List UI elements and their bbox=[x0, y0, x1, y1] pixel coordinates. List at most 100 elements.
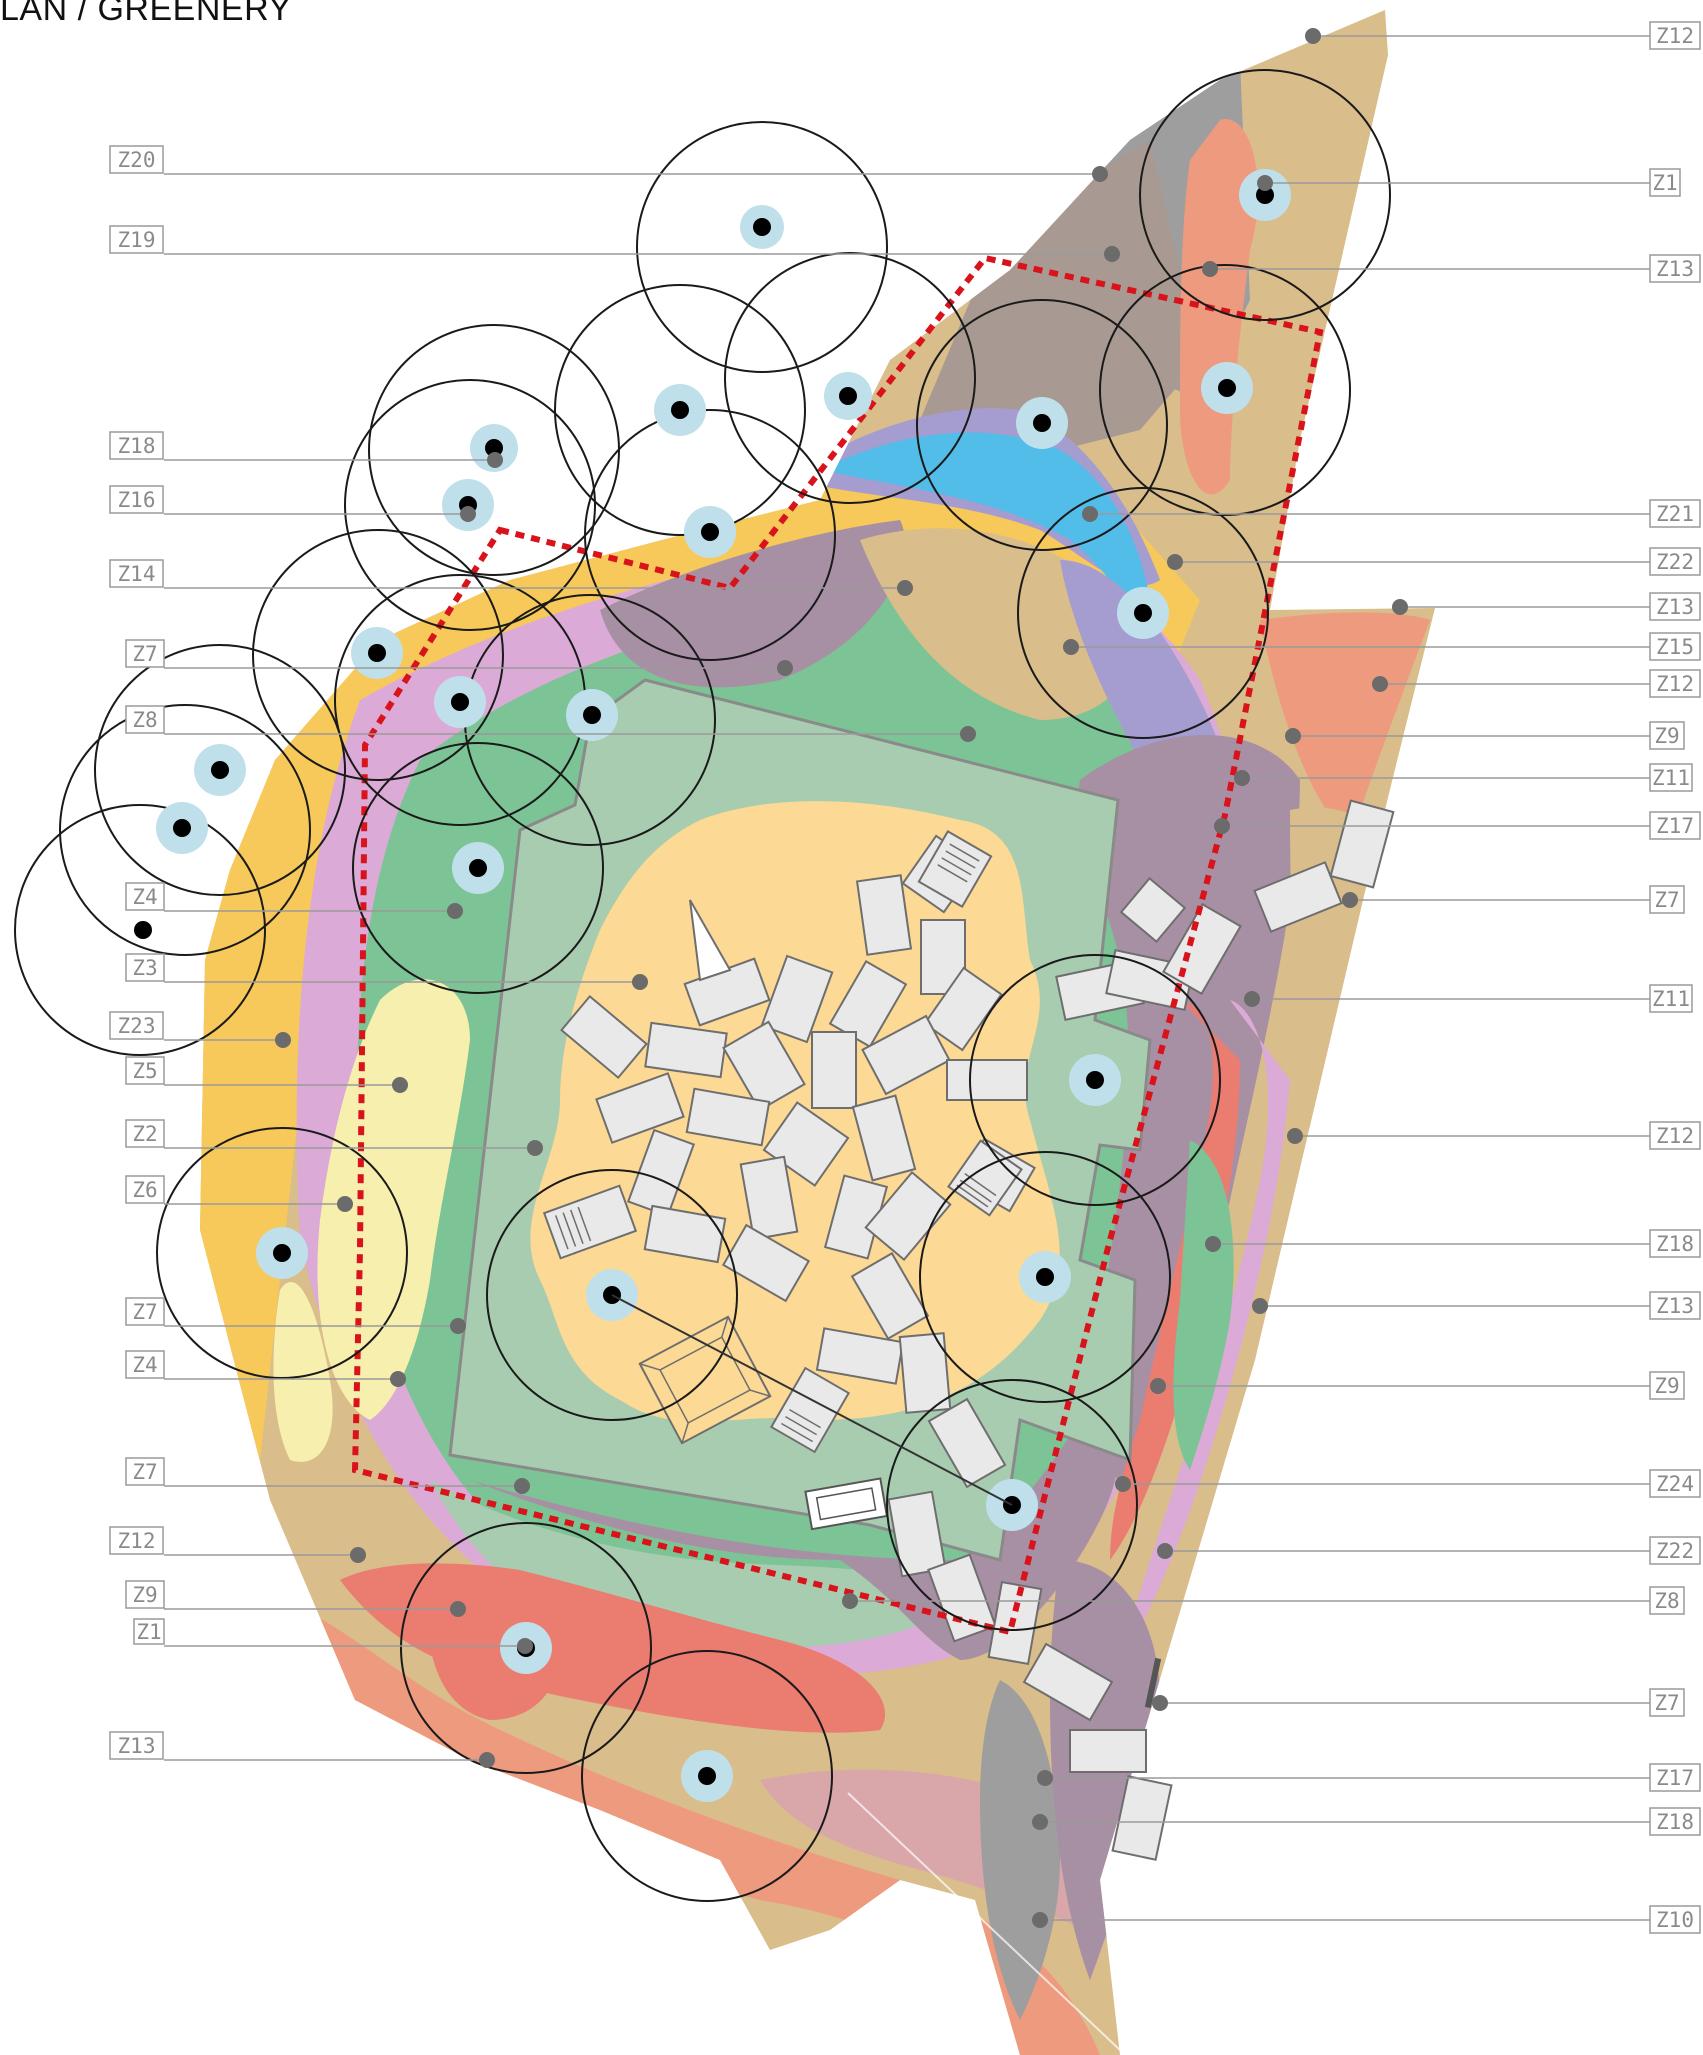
zone-tag-label: Z16 bbox=[118, 488, 156, 512]
zone-tag-label: Z12 bbox=[118, 1529, 156, 1553]
zone-tag: Z21 bbox=[1649, 499, 1701, 528]
zone-pale-yellow bbox=[317, 979, 470, 1420]
zone-tag-label: Z2 bbox=[132, 1122, 157, 1146]
zone-anchor-dot bbox=[1032, 1814, 1048, 1830]
zone-anchor-dot bbox=[1285, 728, 1301, 744]
paving-slab bbox=[1022, 1642, 1114, 1722]
zone-tag-label: Z10 bbox=[1656, 1908, 1694, 1932]
zone-anchor-dot bbox=[1257, 175, 1273, 191]
paving-slab bbox=[722, 1020, 806, 1112]
zone-tag-label: Z3 bbox=[132, 956, 157, 980]
zone-tag: Z17 bbox=[1649, 1763, 1701, 1792]
paving-slab bbox=[927, 1553, 997, 1643]
small-bench bbox=[1144, 1657, 1162, 1709]
zone-salmon-north bbox=[1180, 119, 1259, 495]
tree-canopy-circle bbox=[94, 644, 346, 896]
tree-canopy-circle bbox=[1139, 69, 1391, 321]
zone-tag-label: Z13 bbox=[1656, 1294, 1694, 1318]
zone-tag-label: Z4 bbox=[132, 885, 157, 909]
paving-slab bbox=[927, 1397, 1007, 1489]
paving-slab bbox=[739, 1155, 799, 1241]
zone-anchor-dot bbox=[447, 903, 463, 919]
zone-tag-label: Z9 bbox=[132, 1583, 157, 1607]
paving-slab bbox=[1069, 1729, 1147, 1773]
zone-tag: Z17 bbox=[1649, 811, 1701, 840]
zone-tag-label: Z24 bbox=[1656, 1472, 1694, 1496]
zone-tag: Z3 bbox=[125, 953, 165, 982]
zone-anchor-dot bbox=[1205, 1236, 1221, 1252]
tree-canopy-circle bbox=[14, 804, 266, 1056]
right-leader-lines bbox=[842, 28, 1650, 1928]
left-zone-tags: Z20 Z19 Z18 Z16 Z14 Z7 Z8 Z4 Z3 Z23 Z5 Z… bbox=[109, 145, 165, 1760]
zone-tag-label: Z14 bbox=[118, 562, 156, 586]
zone-anchor-dot bbox=[960, 726, 976, 742]
zone-mauve-north bbox=[600, 520, 905, 688]
zone-tag: Z14 bbox=[109, 559, 164, 588]
paving-slab bbox=[850, 1251, 930, 1341]
zone-tag: Z22 bbox=[1649, 547, 1701, 576]
paving-slab bbox=[887, 1490, 947, 1578]
zone-tag: Z9 bbox=[1649, 1371, 1685, 1400]
zone-tag: Z18 bbox=[1649, 1807, 1701, 1836]
zone-red-east bbox=[1110, 1000, 1240, 1560]
zone-tag-label: Z18 bbox=[1656, 1232, 1694, 1256]
zone-tag-label: Z7 bbox=[132, 642, 157, 666]
right-zone-tags: Z12 Z1 Z13 Z21 Z22 Z13 Z15 Z12 Z9 Z11 Z1… bbox=[1649, 21, 1701, 1934]
tree-canopy-circle bbox=[344, 379, 596, 631]
zone-anchor-dot bbox=[1063, 639, 1079, 655]
zone-tag-label: Z22 bbox=[1656, 1539, 1694, 1563]
zone-tag: Z11 bbox=[1649, 763, 1693, 792]
paving-slab bbox=[1329, 799, 1395, 889]
left-leader-lines bbox=[164, 166, 1120, 1768]
paving-slab bbox=[861, 1014, 951, 1096]
zone-anchor-dot bbox=[1234, 770, 1250, 786]
paving-slab bbox=[946, 1059, 1028, 1101]
zone-anchor-dot bbox=[460, 506, 476, 522]
zone-tag-label: Z7 bbox=[132, 1460, 157, 1484]
zone-tag: Z12 bbox=[1649, 1121, 1701, 1150]
zone-tag-label: Z17 bbox=[1656, 814, 1694, 838]
zone-tag: Z22 bbox=[1649, 1536, 1701, 1565]
zone-blue bbox=[820, 432, 1150, 605]
zone-anchor-dot bbox=[350, 1547, 366, 1563]
paving-slab bbox=[923, 966, 1003, 1052]
bench-striped bbox=[769, 1366, 851, 1454]
zone-tag: Z18 bbox=[109, 431, 164, 460]
zone-tag-label: Z13 bbox=[1656, 595, 1694, 619]
zone-anchor-dot bbox=[517, 1638, 533, 1654]
zone-tag-label: Z22 bbox=[1656, 550, 1694, 574]
zone-tag-label: Z1 bbox=[1652, 171, 1677, 195]
zone-anchor-dot bbox=[1342, 892, 1358, 908]
zone-tag-label: Z15 bbox=[1656, 635, 1694, 659]
zone-tag: Z7 bbox=[1649, 1688, 1685, 1717]
zone-tag-label: Z18 bbox=[118, 434, 156, 458]
paving-slab bbox=[760, 954, 834, 1044]
zone-anchor-dot bbox=[842, 1593, 858, 1609]
zone-tag-label: Z13 bbox=[118, 1734, 156, 1758]
tree-canopy-circle bbox=[886, 1379, 1138, 1631]
zone-tag: Z23 bbox=[109, 1011, 164, 1040]
tree-canopy-circle bbox=[554, 284, 806, 536]
zone-pink-east bbox=[1120, 1000, 1290, 1660]
zone-anchor-dot bbox=[1372, 676, 1388, 692]
zone-tag: Z6 bbox=[125, 1175, 165, 1204]
zone-anchor-dot bbox=[1115, 1476, 1131, 1492]
zone-anchor-dot bbox=[1037, 1770, 1053, 1786]
zone-anchor-dot bbox=[1252, 1298, 1268, 1314]
tree-canopy-circle bbox=[352, 742, 604, 994]
bench-striped bbox=[917, 830, 993, 908]
zone-tag: Z7 bbox=[125, 639, 165, 668]
zone-anchor-dot bbox=[1082, 506, 1098, 522]
zone-anchor-dot bbox=[275, 1032, 291, 1048]
zone-tag-label: Z17 bbox=[1656, 1766, 1694, 1790]
zone-tag: Z13 bbox=[109, 1731, 164, 1760]
tree-canopy-circle bbox=[1017, 487, 1269, 739]
zone-tag: Z12 bbox=[1649, 669, 1701, 698]
zone-tag-label: Z8 bbox=[132, 708, 157, 732]
zone-tag: Z12 bbox=[109, 1526, 164, 1555]
zone-tag: Z1 bbox=[1649, 168, 1681, 197]
zone-tag-label: Z19 bbox=[118, 228, 156, 252]
zone-tag: Z4 bbox=[125, 882, 165, 911]
zone-tag: Z4 bbox=[125, 1350, 165, 1379]
zone-tag: Z19 bbox=[109, 225, 164, 254]
